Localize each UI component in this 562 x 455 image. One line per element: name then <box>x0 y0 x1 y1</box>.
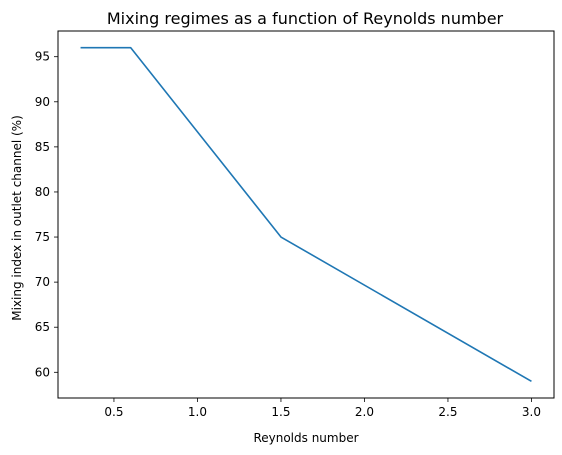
plot-area <box>58 31 554 398</box>
y-tick-label: 90 <box>35 95 50 109</box>
x-tick-label: 3.0 <box>522 405 541 419</box>
x-axis-label: Reynolds number <box>253 431 358 445</box>
x-tick-label: 1.5 <box>271 405 290 419</box>
series-layer <box>80 46 532 383</box>
x-tick-label: 0.5 <box>104 405 123 419</box>
y-tick-label: 80 <box>35 185 50 199</box>
x-tick-label: 2.5 <box>438 405 457 419</box>
y-axis-ticks: 60 65 70 75 80 85 90 95 <box>35 50 58 379</box>
x-tick-label: 1.0 <box>188 405 207 419</box>
y-tick-label: 75 <box>35 230 50 244</box>
y-tick-label: 60 <box>35 365 50 379</box>
chart-title: Mixing regimes as a function of Reynolds… <box>107 9 504 28</box>
y-tick-label: 95 <box>35 50 50 64</box>
x-axis-ticks: 0.5 1.0 1.5 2.0 2.5 3.0 <box>104 398 541 419</box>
y-tick-label: 65 <box>35 320 50 334</box>
y-tick-label: 70 <box>35 275 50 289</box>
y-axis-label: Mixing index in outlet channel (%) <box>10 115 24 321</box>
plot-frame <box>57 30 555 399</box>
x-tick-label: 2.0 <box>355 405 374 419</box>
y-tick-label: 85 <box>35 140 50 154</box>
series-line <box>80 46 532 383</box>
